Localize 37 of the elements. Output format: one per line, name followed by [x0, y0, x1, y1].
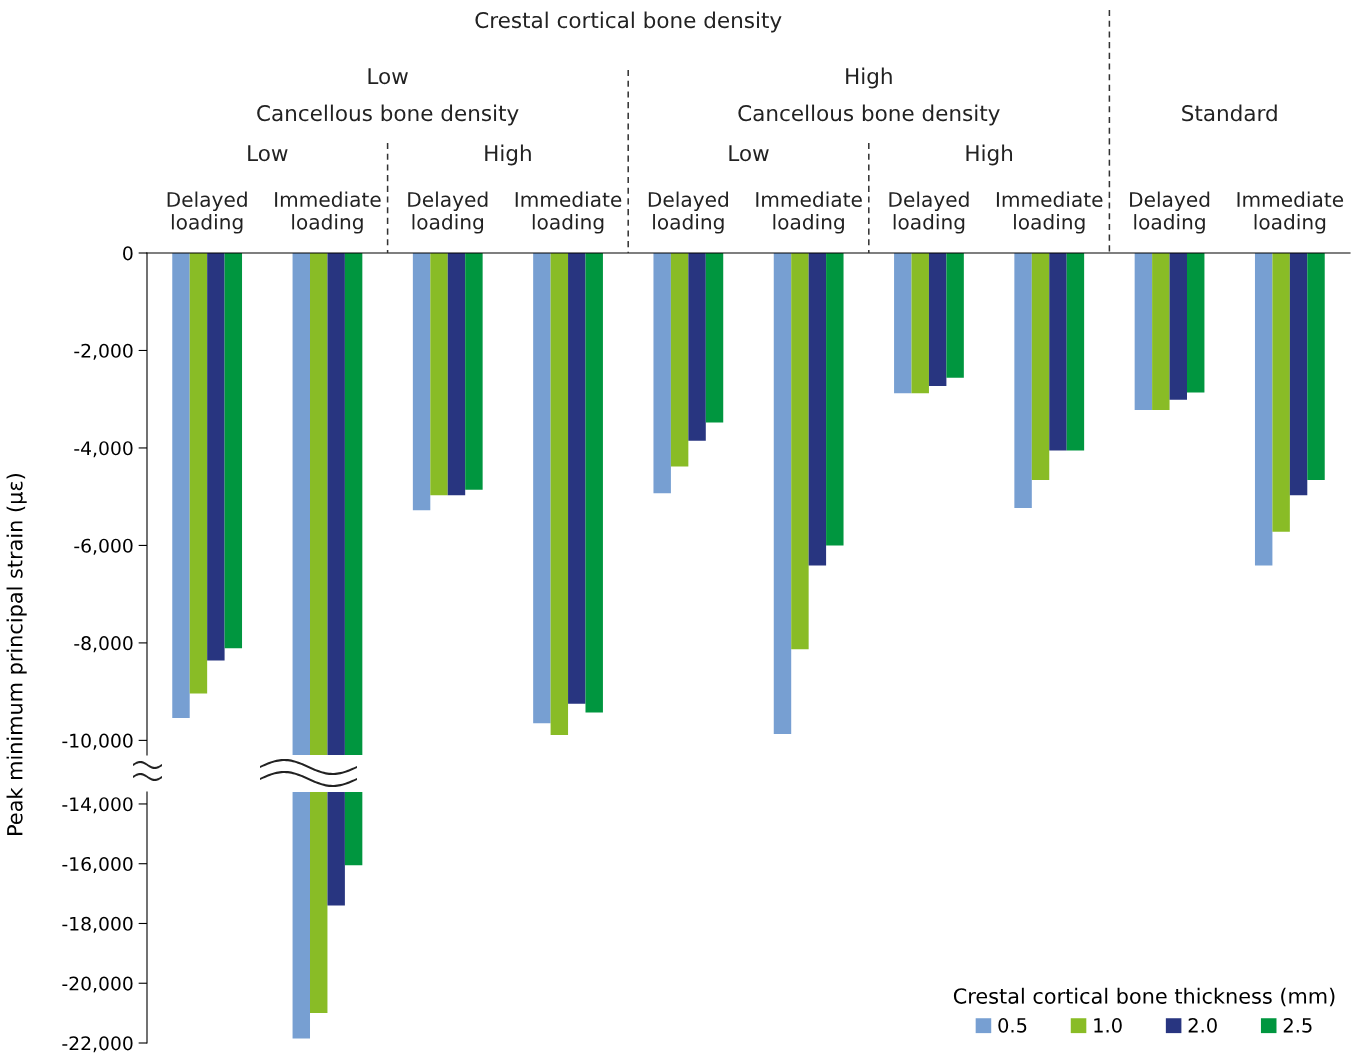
legend-title: Crestal cortical bone thickness (mm): [953, 987, 1335, 1007]
text: Standard: [1182, 104, 1277, 122]
y-tick-label: -20,000: [62, 976, 133, 993]
y-tick-label: -6,000: [74, 538, 133, 555]
y-tick-label: -14,000: [62, 797, 133, 814]
text: High: [846, 67, 892, 89]
y-tick-label: -10,000: [62, 733, 133, 750]
x-tick-label: Immediate loading: [996, 191, 1103, 234]
x-tick-label: Immediate loading: [275, 191, 381, 234]
text: Crestal cortical bone density: [475, 11, 782, 33]
y-axis-title: Peak minimum principal strain (με): [6, 474, 27, 835]
y-tick-label: -8,000: [74, 636, 133, 653]
text: Low: [248, 145, 288, 162]
legend-label: 2.0: [1188, 1018, 1217, 1033]
x-tick-label: Delayed loading: [1130, 191, 1210, 234]
text: Low: [368, 68, 408, 85]
y-tick-label: -16,000: [62, 856, 133, 874]
y-tick-label: -4,000: [74, 441, 133, 458]
y-tick-label: -2,000: [74, 343, 133, 360]
x-tick-label: Immediate loading: [515, 191, 622, 234]
x-tick-label: Delayed loading: [648, 191, 728, 234]
y-tick-label: -22,000: [62, 1036, 133, 1053]
text: Low: [729, 145, 769, 162]
x-tick-label: Delayed loading: [408, 191, 488, 234]
x-tick-label: Immediate loading: [756, 191, 862, 234]
text: High: [966, 144, 1013, 166]
legend-label: 0.5: [998, 1018, 1027, 1033]
text: Cancellous bone density: [257, 104, 519, 126]
y-tick-label: -18,000: [62, 916, 133, 933]
x-tick-label: Delayed loading: [167, 191, 247, 234]
text: High: [485, 144, 531, 166]
x-tick-label: Immediate loading: [1237, 191, 1344, 234]
x-tick-label: Delayed loading: [889, 191, 969, 234]
legend-label: 1.0: [1094, 1018, 1122, 1033]
legend-label: 2.5: [1283, 1018, 1312, 1033]
y-tick-label: 0: [123, 246, 133, 261]
text: Cancellous bone density: [738, 104, 1000, 126]
